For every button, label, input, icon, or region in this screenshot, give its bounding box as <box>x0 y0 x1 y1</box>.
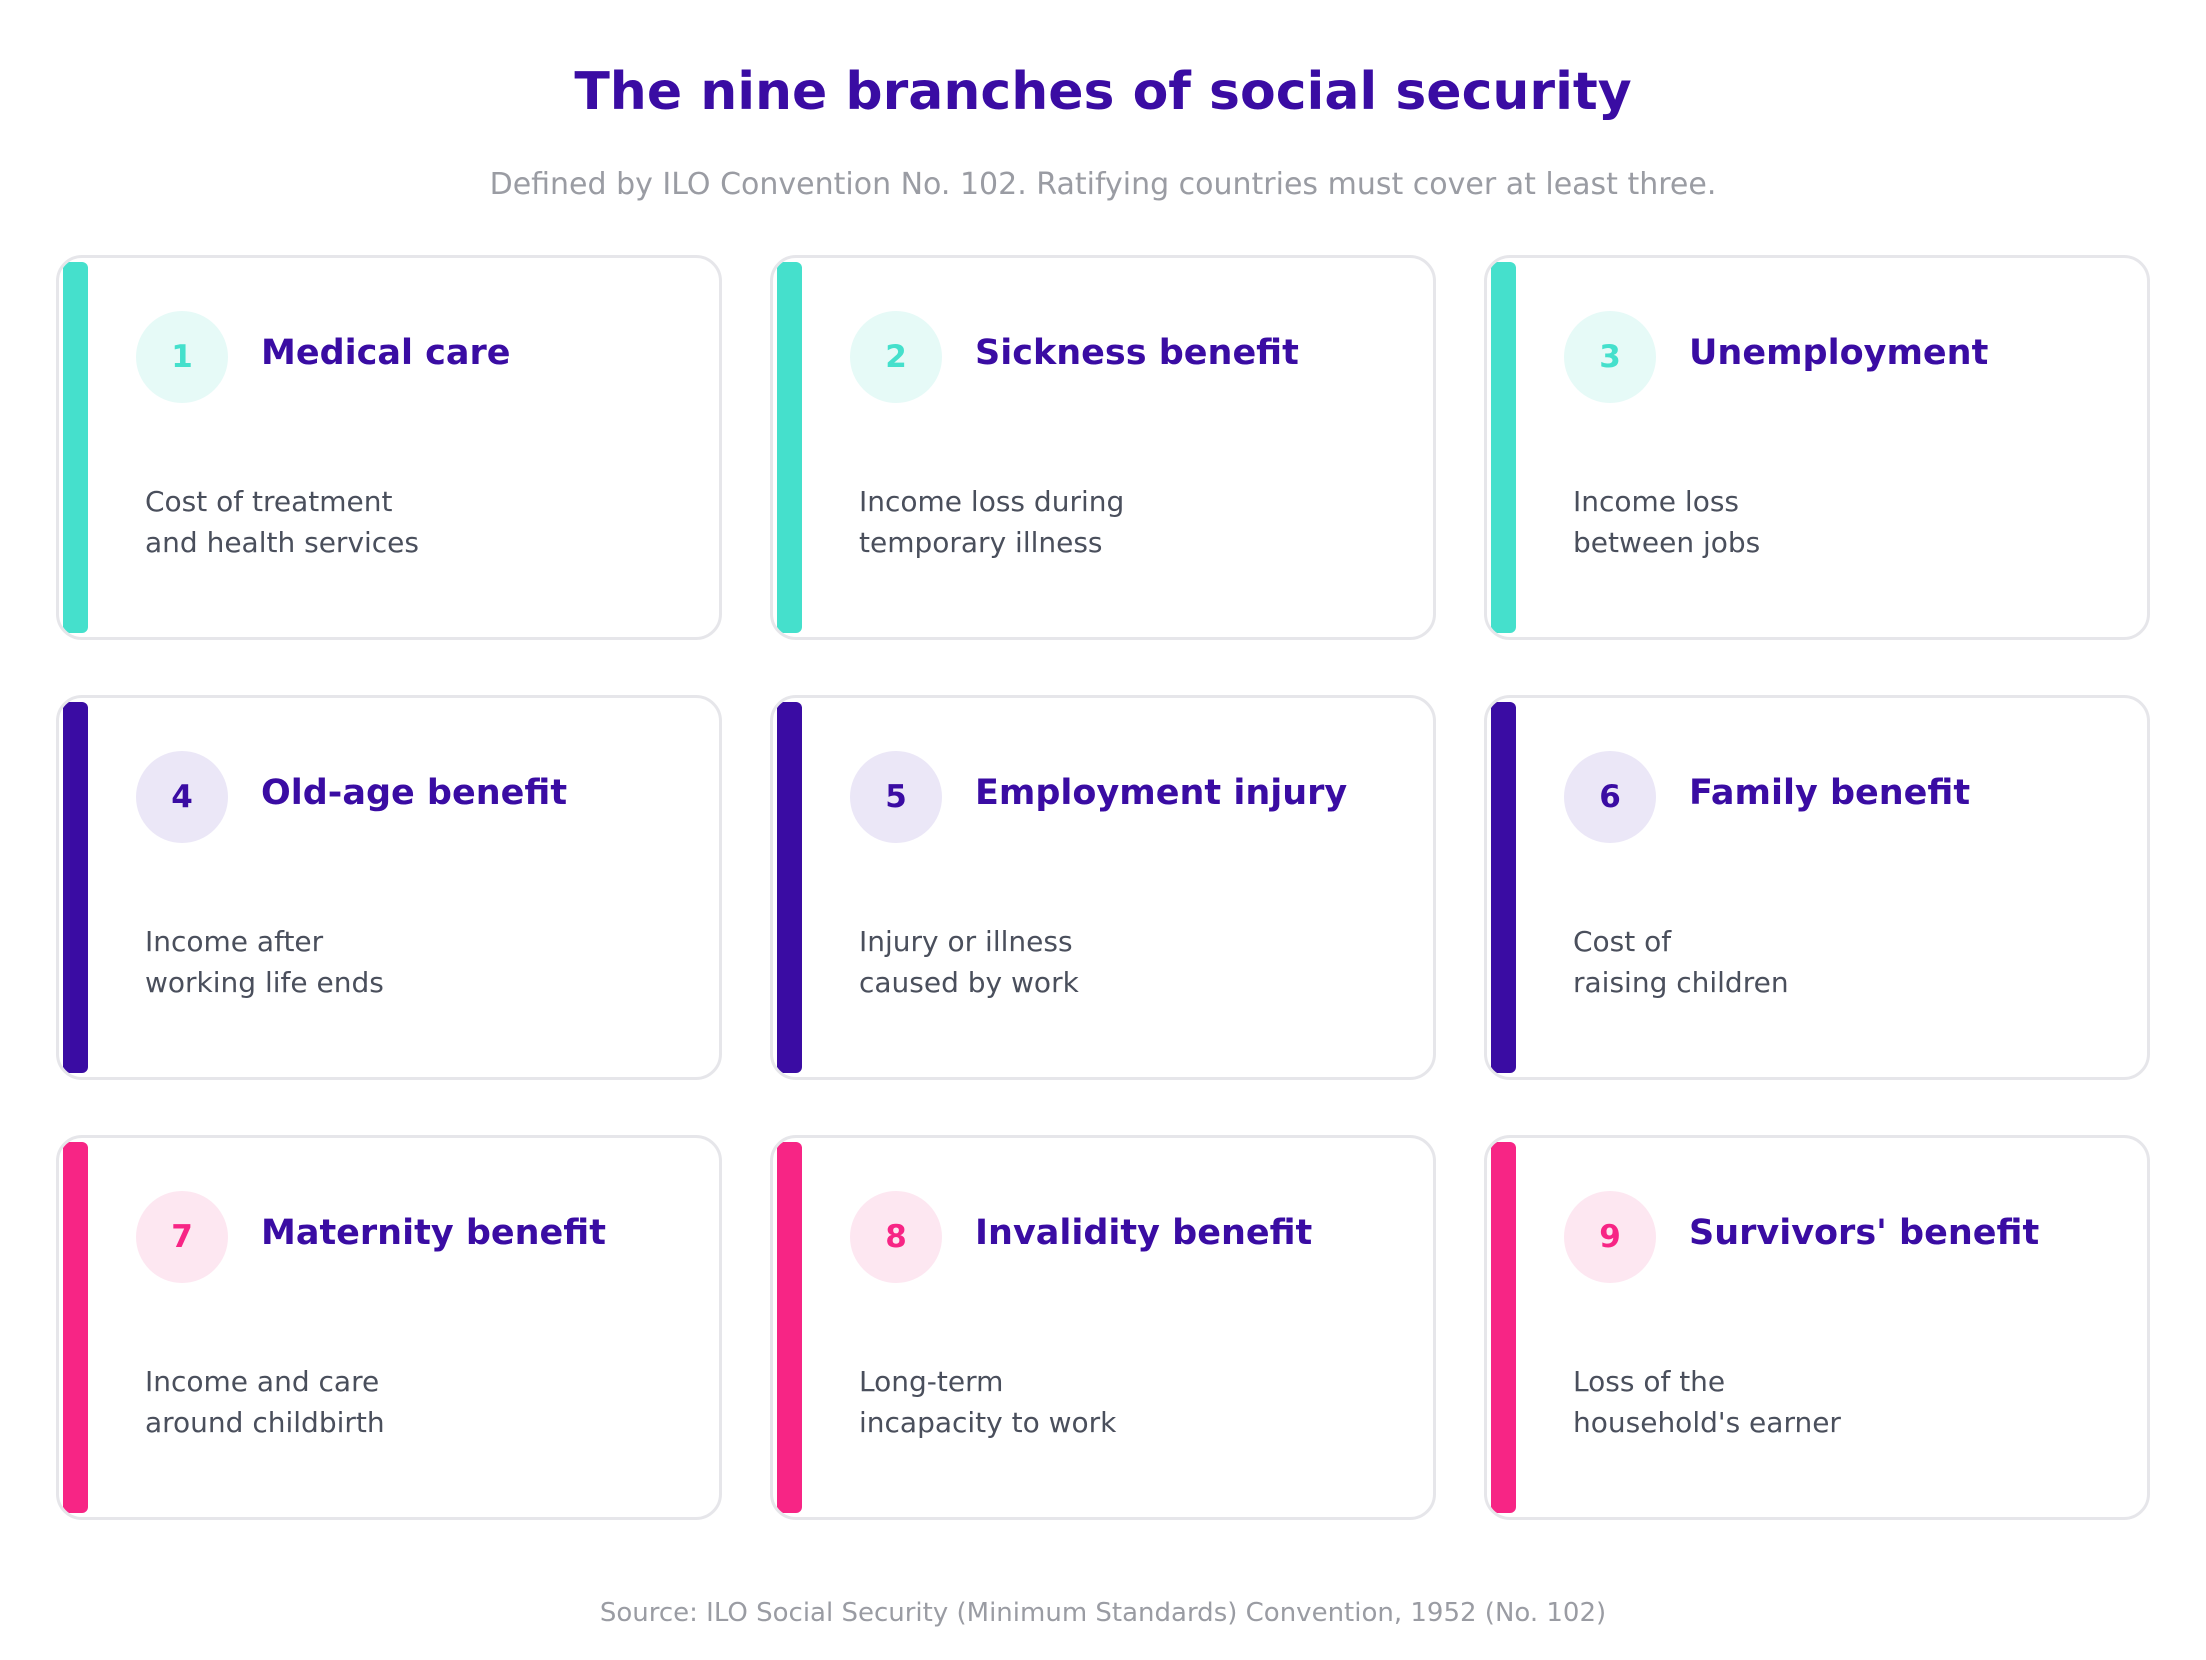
card-description: Injury or illness caused by work <box>859 921 1079 1003</box>
card-accent-bar <box>777 1142 802 1513</box>
branch-card-employment-injury: 5 Employment injury Injury or illness ca… <box>770 695 1436 1080</box>
card-accent-bar <box>1491 262 1516 633</box>
branch-card-unemployment: 3 Unemployment Income loss between jobs <box>1484 255 2150 640</box>
card-title: Medical care <box>261 333 511 373</box>
card-number-badge: 2 <box>850 311 942 403</box>
card-number-badge: 8 <box>850 1191 942 1283</box>
card-description: Cost of raising children <box>1573 921 1789 1003</box>
card-description-line: raising children <box>1573 966 1789 999</box>
card-description-line: around childbirth <box>145 1406 385 1439</box>
card-accent-bar <box>1491 1142 1516 1513</box>
card-title: Sickness benefit <box>975 333 1299 373</box>
card-description-line: Loss of the <box>1573 1365 1726 1398</box>
card-number-badge: 5 <box>850 751 942 843</box>
card-description-line: caused by work <box>859 966 1079 999</box>
card-description-line: Income after <box>145 925 324 958</box>
branch-card-sickness-benefit: 2 Sickness benefit Income loss during te… <box>770 255 1436 640</box>
card-description-line: temporary illness <box>859 526 1103 559</box>
card-number-badge: 1 <box>136 311 228 403</box>
branch-card-maternity-benefit: 7 Maternity benefit Income and care arou… <box>56 1135 722 1520</box>
card-description-line: Income loss <box>1573 485 1740 518</box>
branch-card-medical-care: 1 Medical care Cost of treatment and hea… <box>56 255 722 640</box>
card-description-line: Cost of treatment <box>145 485 393 518</box>
source-note: Source: ILO Social Security (Minimum Sta… <box>599 1598 1607 1628</box>
card-number-badge: 3 <box>1564 311 1656 403</box>
card-description: Cost of treatment and health services <box>145 481 419 563</box>
card-description-line: Income and care <box>145 1365 380 1398</box>
card-accent-bar <box>63 1142 88 1513</box>
branch-card-old-age-benefit: 4 Old-age benefit Income after working l… <box>56 695 722 1080</box>
card-description: Long-term incapacity to work <box>859 1361 1116 1443</box>
card-number-badge: 6 <box>1564 751 1656 843</box>
card-description: Income loss during temporary illness <box>859 481 1124 563</box>
card-description: Loss of the household's earner <box>1573 1361 1841 1443</box>
card-description: Income and care around childbirth <box>145 1361 385 1443</box>
card-description-line: Income loss during <box>859 485 1125 518</box>
card-number-badge: 7 <box>136 1191 228 1283</box>
card-title: Maternity benefit <box>261 1213 606 1253</box>
card-description-line: Long-term <box>859 1365 1004 1398</box>
page-subtitle: Defined by ILO Convention No. 102. Ratif… <box>489 167 1717 202</box>
card-number-badge: 4 <box>136 751 228 843</box>
card-title: Unemployment <box>1689 333 1989 373</box>
card-title: Old-age benefit <box>261 773 568 813</box>
card-description-line: incapacity to work <box>859 1406 1117 1439</box>
page-title: The nine branches of social security <box>574 62 1632 122</box>
card-description-line: between jobs <box>1573 526 1761 559</box>
card-accent-bar <box>777 702 802 1073</box>
card-title: Family benefit <box>1689 773 1971 813</box>
branch-card-invalidity-benefit: 8 Invalidity benefit Long-term incapacit… <box>770 1135 1436 1520</box>
card-description-line: and health services <box>145 526 419 559</box>
card-accent-bar <box>63 262 88 633</box>
card-description: Income after working life ends <box>145 921 384 1003</box>
card-description: Income loss between jobs <box>1573 481 1760 563</box>
card-title: Survivors' benefit <box>1689 1213 2040 1253</box>
branch-card-survivors-benefit: 9 Survivors' benefit Loss of the househo… <box>1484 1135 2150 1520</box>
card-number-badge: 9 <box>1564 1191 1656 1283</box>
card-description-line: Cost of <box>1573 925 1672 958</box>
card-title: Employment injury <box>975 773 1348 813</box>
card-accent-bar <box>1491 702 1516 1073</box>
branch-card-family-benefit: 6 Family benefit Cost of raising childre… <box>1484 695 2150 1080</box>
card-accent-bar <box>777 262 802 633</box>
card-title: Invalidity benefit <box>975 1213 1313 1253</box>
card-description-line: Injury or illness <box>859 925 1073 958</box>
card-accent-bar <box>63 702 88 1073</box>
branches-grid: 1 Medical care Cost of treatment and hea… <box>56 255 2150 1520</box>
card-description-line: working life ends <box>145 966 384 999</box>
card-description-line: household's earner <box>1573 1406 1841 1439</box>
